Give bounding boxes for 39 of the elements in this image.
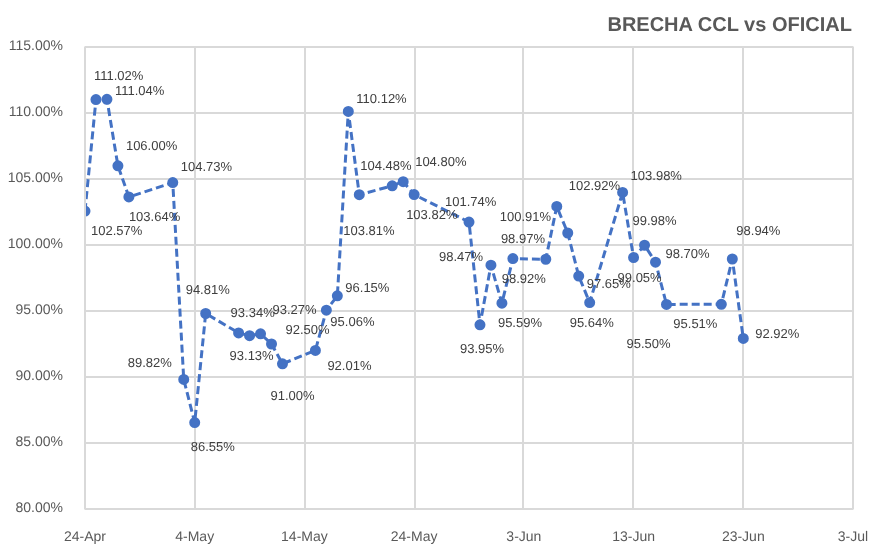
point <box>737 332 749 344</box>
point <box>507 253 519 265</box>
point <box>123 191 135 203</box>
point <box>244 330 256 342</box>
point <box>101 93 113 105</box>
point <box>639 239 651 251</box>
point <box>628 252 640 264</box>
point <box>178 373 190 385</box>
point <box>573 270 585 282</box>
point <box>386 180 398 192</box>
point <box>463 216 475 228</box>
point <box>496 297 508 309</box>
point <box>474 319 486 331</box>
point <box>276 358 288 370</box>
point <box>540 253 552 265</box>
chart-title: BRECHA CCL vs OFICIAL <box>607 15 852 37</box>
point <box>189 417 201 429</box>
point <box>715 298 727 310</box>
point <box>660 298 672 310</box>
point <box>584 297 596 309</box>
point <box>309 344 321 356</box>
point <box>266 338 278 350</box>
point <box>408 189 420 201</box>
point <box>255 328 267 340</box>
point <box>167 177 179 189</box>
point <box>112 160 124 172</box>
point <box>320 304 332 316</box>
point <box>551 200 563 212</box>
point <box>562 227 574 239</box>
point <box>90 94 102 106</box>
point <box>342 105 354 117</box>
point <box>353 189 365 201</box>
point <box>331 290 343 302</box>
point <box>397 176 409 188</box>
point <box>650 256 662 268</box>
point <box>726 253 738 265</box>
point <box>200 308 212 319</box>
point <box>233 327 245 339</box>
point <box>485 259 497 271</box>
